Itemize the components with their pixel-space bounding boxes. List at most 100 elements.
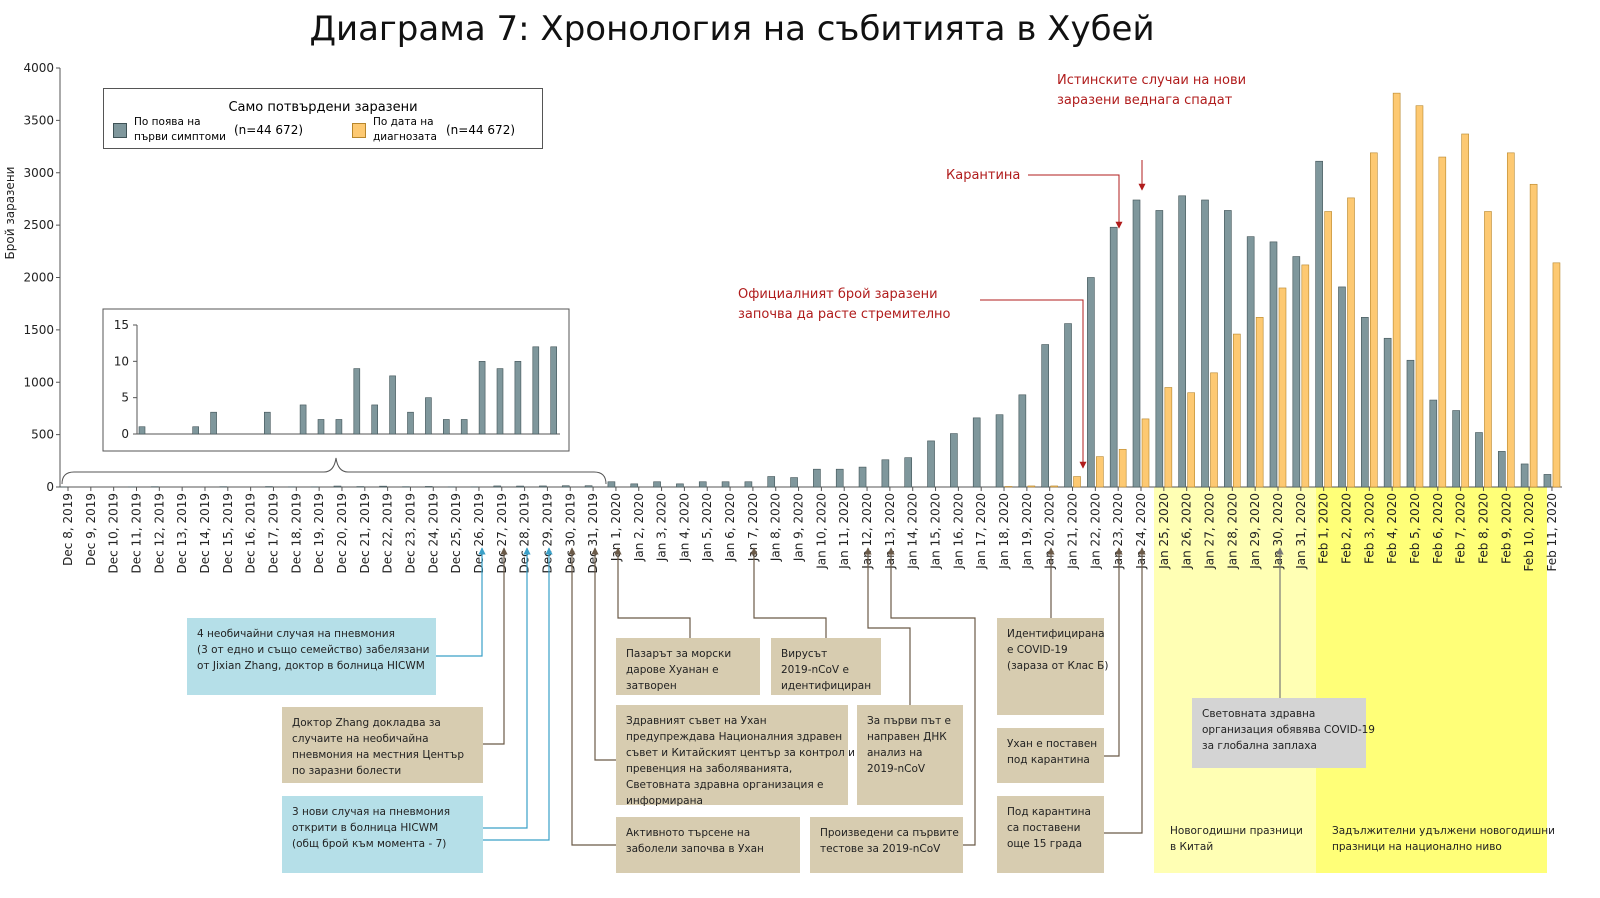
note-line: за глобална заплаха	[1202, 740, 1317, 752]
bar	[1004, 486, 1013, 488]
x-tick-label: Jan 29, 2020	[1248, 493, 1262, 570]
note-box: Здравният съвет на Ухан предупреждава Нац…	[616, 705, 855, 807]
note-line: 3 нови случая на пневмония	[292, 806, 451, 818]
note-line: е COVID-19	[1007, 644, 1068, 656]
note-line: (зараза от Клас Б)	[1007, 660, 1109, 672]
bar	[1041, 344, 1049, 488]
bar	[744, 481, 753, 488]
bar	[1132, 199, 1141, 488]
bar	[790, 477, 798, 488]
inset-bar	[407, 411, 414, 435]
note-line: Здравният съвет на Ухан	[626, 715, 767, 727]
bar	[1118, 448, 1127, 488]
bar	[1109, 226, 1118, 488]
note-line: анализ на	[867, 747, 923, 759]
legend-label: По поява на	[134, 116, 201, 128]
x-tick-label: Feb 7, 2020	[1454, 493, 1468, 564]
note-line: тестове за 2019-nCoV	[820, 843, 941, 855]
bar	[1187, 392, 1195, 488]
x-tick-label: Dec 20, 2019	[335, 493, 349, 573]
x-tick-label: Jan 17, 2020	[974, 493, 988, 570]
brace	[61, 457, 607, 485]
note-line: организация обявява COVID-19	[1202, 724, 1375, 736]
note-line: случаите на необичайна	[292, 733, 429, 745]
bar	[950, 433, 958, 488]
inset-bar	[263, 411, 271, 435]
note-line: Вирусът	[781, 648, 828, 660]
bar	[1269, 241, 1278, 488]
bar	[1370, 152, 1378, 488]
legend-label: диагнозата	[373, 131, 437, 143]
bar	[1552, 262, 1561, 488]
x-tick-label: Dec 26, 2019	[472, 493, 486, 573]
x-tick-label: Dec 30, 2019	[563, 493, 577, 573]
note-line: пневмония на местния Център	[292, 749, 464, 761]
callout-text: Истинските случаи на нови	[1057, 73, 1246, 88]
note-line: предупреждава Националния здравен	[626, 731, 843, 743]
bar	[1018, 394, 1027, 488]
bar	[881, 459, 890, 488]
x-tick-label: Dec 19, 2019	[312, 493, 326, 573]
bar	[1429, 399, 1438, 488]
x-tick-label: Jan 30, 2020	[1271, 493, 1285, 570]
note-box: Пазарът за морски дарове Хуанан е затворен	[616, 638, 760, 695]
inset-bar	[425, 397, 432, 435]
note-line: направен ДНК	[867, 731, 947, 743]
bar	[1224, 210, 1232, 488]
bar	[1246, 236, 1255, 488]
note-line: по заразни болести	[292, 765, 402, 777]
y-tick-label: 2000	[23, 271, 54, 285]
bar	[584, 485, 593, 488]
bar	[1438, 156, 1447, 488]
bar	[1315, 160, 1323, 488]
x-tick-label: Dec 22, 2019	[381, 493, 395, 573]
note-connector	[483, 547, 508, 745]
note-connector	[1104, 547, 1146, 834]
note-line: превенция на заболяванията,	[626, 763, 793, 775]
y-axis-title: Брой заразени	[3, 167, 17, 260]
y-tick-label: 0	[46, 480, 54, 494]
bar	[1278, 287, 1287, 488]
x-tick-label: Dec 29, 2019	[540, 493, 554, 573]
note-line: 4 необичайни случая на пневмония	[197, 628, 395, 640]
note-box: Вирусът 2019-nCoV е идентифициран	[771, 638, 881, 695]
x-tick-label: Jan 25, 2020	[1157, 493, 1171, 570]
inset-bar	[335, 419, 343, 435]
x-tick-label: Jan 12, 2020	[860, 493, 874, 570]
inset-tick-label: 0	[121, 427, 129, 441]
note-line: 2019-nCoV е	[781, 664, 849, 676]
note-box: За първи път е направен ДНК анализ на 2019-…	[857, 705, 963, 805]
x-tick-label: Feb 1, 2020	[1317, 493, 1331, 564]
x-tick-label: Feb 11, 2020	[1545, 493, 1559, 572]
inset-bar	[514, 361, 522, 435]
note-line: празници на национално ниво	[1332, 841, 1502, 853]
bar	[1141, 418, 1150, 488]
bar	[1087, 277, 1095, 488]
x-tick-label: Feb 6, 2020	[1431, 493, 1445, 564]
x-tick-label: Jan 21, 2020	[1066, 493, 1080, 570]
bar	[1292, 256, 1301, 488]
note-box: Под карантина са поставени още 15 града	[997, 796, 1104, 873]
x-tick-label: Dec 14, 2019	[198, 493, 212, 573]
note-line: са поставени	[1007, 822, 1081, 834]
x-tick-label: Dec 8, 2019	[61, 493, 75, 566]
note-connector	[614, 547, 691, 638]
inset-bar	[496, 368, 504, 435]
bar	[1210, 372, 1218, 488]
legend-count: (n=44 672)	[446, 123, 516, 137]
x-tick-label: Jan 28, 2020	[1225, 493, 1239, 570]
note-line: (3 от едно и също семейство) забелязани	[197, 644, 430, 656]
note-box: Активното търсене на заболели започва в У…	[616, 817, 800, 873]
bar	[1415, 105, 1424, 488]
bar	[1347, 197, 1355, 488]
note-line: информирана	[626, 795, 703, 807]
inset-bar	[192, 426, 199, 435]
legend-swatch	[352, 123, 366, 138]
note-box: Световната здравна организация обявява CO…	[1192, 698, 1375, 768]
inset-bar	[550, 346, 558, 435]
inset-tick-label: 15	[114, 318, 129, 332]
note-connector	[591, 547, 616, 761]
x-tick-label: Jan 15, 2020	[929, 493, 943, 570]
x-tick-label: Jan 6, 2020	[723, 493, 737, 562]
bar	[607, 481, 616, 488]
